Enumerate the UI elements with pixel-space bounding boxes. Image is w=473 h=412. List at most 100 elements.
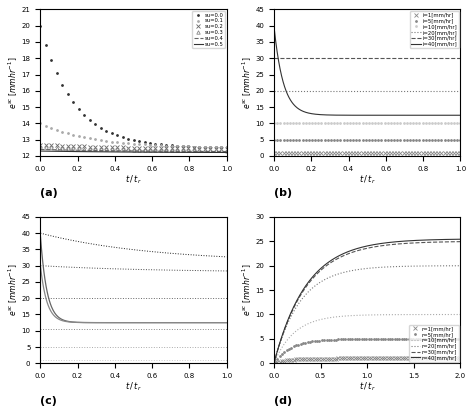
su=0.0 (213, 145, 219, 150)
i=10[mm/hr] (334, 121, 340, 126)
su=0.1 (185, 144, 191, 149)
r=10[mm/hr] (361, 313, 367, 318)
r=1[mm/hr] (383, 356, 388, 361)
r=5[mm/hr] (457, 337, 463, 342)
r=20[mm/hr] (271, 361, 277, 366)
su=0.0 (147, 140, 153, 145)
su=0.5 (224, 150, 229, 155)
su=0.4 (149, 149, 154, 154)
su=0.1 (142, 142, 148, 147)
i=10[mm/hr] (331, 121, 337, 126)
su=0.3 (49, 145, 54, 150)
su=0.0 (224, 145, 229, 150)
i=5[mm/hr] (319, 137, 324, 142)
su=0.2 (219, 146, 224, 151)
su=0.0 (185, 144, 191, 149)
su=0.3 (70, 146, 76, 151)
i=30[mm/hr] (361, 56, 367, 61)
su=0.0 (142, 140, 148, 145)
Line: su=0.2: su=0.2 (39, 143, 228, 150)
su=0.2 (136, 145, 142, 150)
Text: (b): (b) (274, 188, 292, 198)
su=0.0 (54, 71, 60, 76)
i=40[mm/hr] (361, 113, 367, 118)
r=1[mm/hr] (457, 356, 463, 361)
su=0.0 (43, 42, 49, 47)
su=0.0 (208, 145, 213, 150)
su=0.3 (87, 146, 93, 151)
su=0.3 (147, 147, 153, 152)
su=0.1 (153, 143, 158, 147)
su=0.3 (131, 147, 136, 152)
r=1[mm/hr] (392, 356, 397, 361)
su=0.1 (219, 145, 224, 150)
su=0.1 (136, 142, 142, 147)
su=0.3 (169, 147, 175, 152)
r=5[mm/hr] (392, 337, 397, 342)
su=0.3 (109, 147, 114, 152)
su=0.4 (37, 147, 43, 152)
i=20[mm/hr] (361, 88, 367, 93)
i=1[mm/hr] (319, 150, 324, 155)
Y-axis label: $e^{sc}\ [mmhr^{-1}]$: $e^{sc}\ [mmhr^{-1}]$ (7, 56, 20, 109)
su=0.5 (139, 150, 144, 154)
r=40[mm/hr] (424, 237, 429, 242)
i=20[mm/hr] (272, 88, 277, 93)
r=1[mm/hr] (272, 360, 278, 365)
Line: i=10[mm/hr]: i=10[mm/hr] (273, 122, 462, 125)
su=0.0 (103, 128, 109, 133)
r=10[mm/hr] (453, 312, 459, 317)
su=0.2 (60, 143, 65, 148)
su=0.1 (76, 133, 81, 138)
r=40[mm/hr] (271, 361, 277, 366)
su=0.1 (81, 135, 87, 140)
Line: r=5[mm/hr]: r=5[mm/hr] (273, 337, 462, 363)
su=0.1 (158, 143, 164, 148)
i=10[mm/hr] (325, 121, 331, 126)
su=0.1 (49, 126, 54, 131)
i=1[mm/hr] (388, 150, 394, 155)
su=0.0 (125, 136, 131, 141)
r=40[mm/hr] (453, 237, 459, 242)
su=0.4 (190, 149, 196, 154)
su=0.0 (70, 100, 76, 105)
su=0.2 (76, 144, 81, 149)
su=0.2 (164, 146, 169, 151)
i=20[mm/hr] (372, 88, 378, 93)
Line: su=0.3: su=0.3 (39, 145, 228, 152)
su=0.3 (158, 147, 164, 152)
su=0.0 (158, 142, 164, 147)
Y-axis label: $e^{sc}\ [mmhr^{-1}]$: $e^{sc}\ [mmhr^{-1}]$ (7, 264, 20, 316)
su=0.0 (153, 141, 158, 146)
su=0.0 (202, 145, 208, 150)
i=40[mm/hr] (372, 113, 378, 118)
r=20[mm/hr] (382, 265, 388, 269)
su=0.3 (81, 146, 87, 151)
i=40[mm/hr] (360, 113, 366, 118)
su=0.1 (98, 138, 104, 143)
su=0.2 (70, 143, 76, 148)
Y-axis label: $e^{sc}\ [mmhr^{-1}]$: $e^{sc}\ [mmhr^{-1}]$ (241, 56, 254, 109)
su=0.2 (37, 142, 43, 147)
su=0.0 (136, 139, 142, 144)
su=0.1 (37, 121, 43, 126)
r=1[mm/hr] (354, 356, 360, 361)
su=0.0 (180, 144, 186, 149)
su=0.1 (180, 144, 186, 149)
su=0.0 (76, 107, 81, 112)
su=0.0 (65, 91, 70, 96)
su=0.3 (180, 148, 186, 153)
su=0.0 (114, 133, 120, 138)
i=40[mm/hr] (272, 25, 277, 30)
su=0.5 (126, 150, 131, 154)
su=0.1 (103, 138, 109, 143)
su=0.0 (196, 144, 202, 149)
su=0.1 (224, 145, 229, 150)
su=0.2 (43, 143, 49, 147)
su=0.0 (175, 143, 180, 148)
su=0.3 (224, 148, 229, 153)
i=30[mm/hr] (360, 56, 366, 61)
su=0.2 (191, 146, 197, 151)
r=20[mm/hr] (359, 267, 365, 272)
su=0.3 (114, 147, 120, 152)
